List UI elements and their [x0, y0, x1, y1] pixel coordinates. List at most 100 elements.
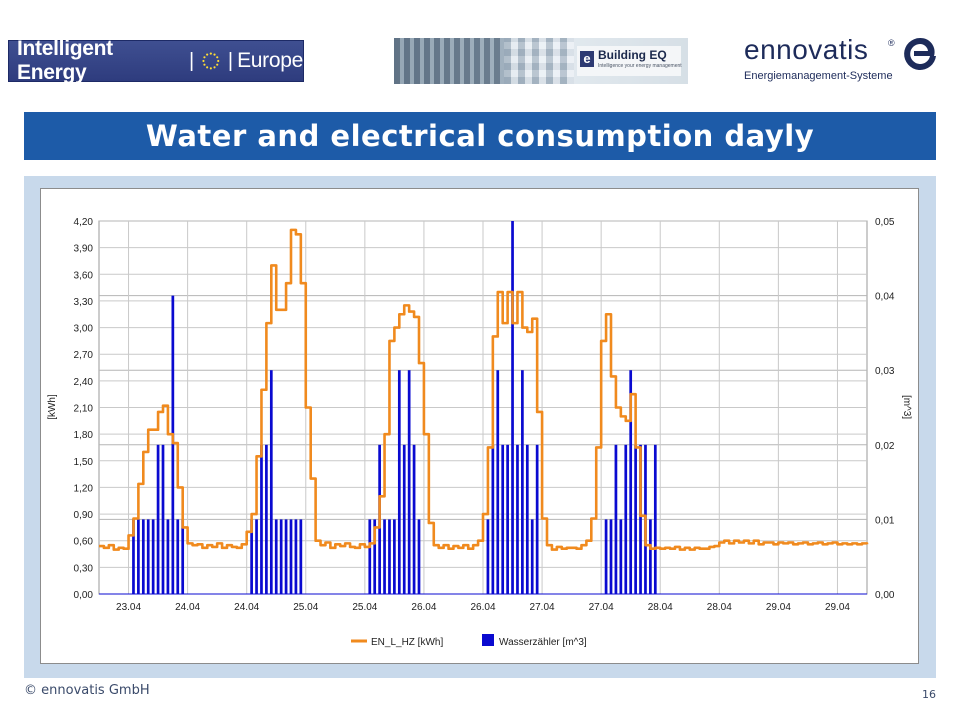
water-bar [412, 444, 416, 594]
electric-line [99, 228, 869, 551]
water-bar [269, 370, 273, 594]
water-bar [156, 444, 160, 594]
eu-stars-icon [202, 52, 220, 70]
water-bar [171, 295, 175, 594]
building-photo [394, 38, 504, 84]
building-eq-logo: e Building EQ Intelligence your energy m… [394, 38, 688, 84]
y-left-tick-label: 0,90 [74, 510, 94, 521]
legend: EN_L_HZ [kWh] Wasserzähler [m^3] [351, 634, 587, 648]
water-bar [535, 444, 539, 594]
building-eq-e-icon: e [580, 51, 594, 67]
water-bar [289, 519, 293, 594]
building-eq-tagline: Intelligence your energy management [598, 63, 682, 69]
water-bar [146, 519, 150, 594]
water-bar [653, 444, 657, 594]
consumption-chart-svg: 0,00 0,30 0,60 0,90 1,20 1,50 1,80 2,10 2,40 2,70… [47, 217, 912, 648]
water-bar [501, 444, 505, 594]
y-left-tick-label: 3,90 [74, 244, 94, 255]
water-bar [294, 519, 298, 594]
water-bar [260, 444, 263, 594]
water-bar [151, 519, 155, 594]
building-eq-name: Building EQ [598, 48, 667, 62]
water-bar [521, 370, 524, 594]
y-right-tick-label: 0,04 [875, 292, 895, 303]
water-bar [634, 444, 637, 594]
water-bar [299, 519, 303, 594]
water-bar [624, 444, 628, 594]
y-left-tick-label: 0,60 [74, 537, 94, 548]
water-bar [397, 370, 401, 594]
x-tick-label: 24.04 [234, 602, 259, 613]
water-bar [639, 444, 642, 594]
water-bar [486, 519, 490, 594]
y-right-tick-label: 0,00 [875, 590, 895, 601]
water-bar [629, 370, 633, 594]
water-bar [402, 444, 406, 594]
legend-label-water: Wasserzähler [m^3] [499, 637, 587, 648]
y-left-tick-label: 2,40 [74, 377, 94, 388]
y-left-tick-label: 2,10 [74, 404, 94, 415]
y-left-tick-label: 1,50 [74, 457, 94, 468]
intelligent-energy-europe-logo: Intelligent Energy | | Europe [8, 37, 304, 84]
axes: 0,00 0,30 0,60 0,90 1,20 1,50 1,80 2,10 2,40 2,70… [74, 217, 895, 613]
water-bar [614, 444, 618, 594]
y-left-tick-label: 3,30 [74, 297, 94, 308]
water-bar [491, 444, 495, 594]
ie-logo-text-left: Intelligent Energy [17, 37, 113, 84]
y-left-tick-label: 1,20 [74, 483, 94, 494]
slide-title: Water and electrical consumption dayly [145, 119, 815, 153]
water-bar [619, 519, 623, 594]
y-axis-right-label: [m^3] [901, 395, 912, 419]
water-bar [609, 519, 613, 594]
y-left-tick-label: 4,20 [74, 217, 94, 228]
x-tick-label: 25.04 [352, 602, 377, 613]
x-tick-label: 27.04 [589, 602, 614, 613]
water-bar [141, 519, 145, 594]
water-bar [181, 519, 185, 594]
consumption-chart: 0,00 0,30 0,60 0,90 1,20 1,50 1,80 2,10 2,40 2,70… [40, 188, 919, 664]
legend-label-electric: EN_L_HZ [kWh] [371, 637, 443, 648]
footer-copyright: © ennovatis GmbH [24, 683, 150, 698]
x-tick-label: 26.04 [411, 602, 436, 613]
x-tick-label: 24.04 [175, 602, 200, 613]
y-left-tick-label: 3,00 [74, 324, 94, 335]
slide-title-bar: Water and electrical consumption dayly [24, 112, 936, 160]
water-bar [176, 519, 180, 594]
y-left-tick-label: 3,60 [74, 270, 94, 281]
electric-series-line [99, 228, 869, 551]
y-right-tick-label: 0,02 [875, 441, 895, 452]
x-tick-label: 28.04 [707, 602, 732, 613]
x-tick-label: 26.04 [470, 602, 495, 613]
water-bar [373, 519, 377, 594]
x-tick-label: 27.04 [530, 602, 555, 613]
water-bar [132, 519, 135, 594]
water-bar [417, 519, 421, 594]
y-right-tick-label: 0,03 [875, 366, 895, 377]
registered-mark: ® [888, 38, 895, 48]
water-bar [388, 519, 391, 594]
y-left-tick-label: 2,70 [74, 350, 94, 361]
ie-logo-text-right: Europe [237, 49, 303, 72]
water-bar [649, 519, 652, 594]
x-tick-label: 23.04 [116, 602, 141, 613]
ennovatis-wordmark: ennovatis [744, 34, 869, 65]
ennovatis-subtitle: Energiemanagement-Systeme [744, 70, 893, 82]
ennovatis-e-mark-icon [904, 37, 936, 70]
y-left-tick-label: 0,30 [74, 563, 94, 574]
water-bar [161, 444, 165, 594]
water-bar [525, 444, 529, 594]
water-bar [506, 444, 509, 594]
water-bar [496, 370, 500, 594]
y-right-tick-label: 0,01 [875, 515, 895, 526]
y-axis-left-label: [kWh] [47, 394, 58, 420]
legend-bar-swatch [482, 634, 494, 646]
y-left-tick-label: 0,00 [74, 590, 94, 601]
ennovatis-logo: ennovatis ® Energiemanagement-Systeme [740, 34, 950, 88]
water-bar [511, 221, 514, 594]
water-bar [284, 519, 288, 594]
water-bar [279, 519, 283, 594]
water-bar [255, 519, 258, 594]
water-bar [604, 519, 608, 594]
water-bar [265, 444, 268, 594]
x-tick-label: 28.04 [648, 602, 673, 613]
